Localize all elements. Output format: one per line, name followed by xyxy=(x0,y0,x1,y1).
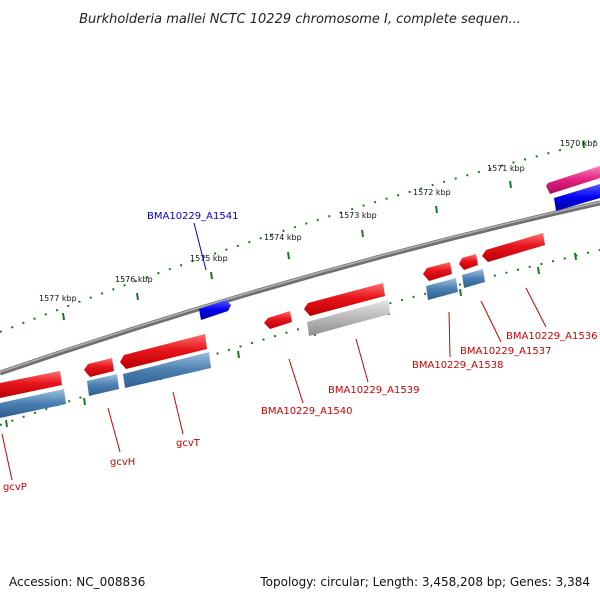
cds-feature-gcvt[interactable] xyxy=(120,334,207,369)
outer-major-ticks xyxy=(62,140,585,321)
cds-feature-gcvp[interactable] xyxy=(0,371,62,398)
gene-bar-gcvh[interactable] xyxy=(87,374,119,396)
map-title: Burkholderia mallei NCTC 10229 chromosom… xyxy=(79,12,521,27)
cds-feature-a1539[interactable] xyxy=(304,283,385,316)
gene-label-a1536[interactable]: BMA10229_A1536 xyxy=(506,331,597,342)
gene-label-a1537[interactable]: BMA10229_A1537 xyxy=(460,346,551,357)
cds-feature-a1540[interactable] xyxy=(264,311,292,329)
gene-label-a1539[interactable]: BMA10229_A1539 xyxy=(328,385,419,396)
gene-label-gcvp[interactable]: gcvP xyxy=(3,482,27,493)
gene-bar-gcvp[interactable] xyxy=(0,389,66,418)
label-leaders xyxy=(1,222,547,481)
kbp-label: 1571 kbp xyxy=(487,164,525,173)
gene-bar-gcvt[interactable] xyxy=(123,352,211,388)
gene-label-a1538[interactable]: BMA10229_A1538 xyxy=(412,360,503,371)
kbp-label: 1576 kbp xyxy=(115,275,153,284)
gene-bar-a1538[interactable] xyxy=(426,278,458,300)
chromosome-backbone xyxy=(0,200,600,376)
kbp-label: 1573 kbp xyxy=(339,211,377,220)
summary-text: Topology: circular; Length: 3,458,208 bp… xyxy=(259,575,590,589)
accession-text: Accession: NC_008836 xyxy=(9,575,145,589)
backbone-highlight xyxy=(0,201,600,373)
cds-feature-a1541[interactable] xyxy=(199,300,231,320)
gene-label-gcvt[interactable]: gcvT xyxy=(176,438,201,449)
cds-feature-blue[interactable] xyxy=(554,184,600,211)
kbp-label: 1575 kbp xyxy=(190,254,228,263)
cds-feature-a1536[interactable] xyxy=(482,233,545,262)
gene-bar-a1537[interactable] xyxy=(462,269,485,288)
kbp-label: 1572 kbp xyxy=(413,188,451,197)
kbp-label: 1574 kbp xyxy=(264,233,302,242)
kbp-label: 1577 kbp xyxy=(39,294,77,303)
cds-feature-a1538[interactable] xyxy=(423,262,452,281)
kbp-label: 1570 kbp xyxy=(560,139,598,148)
gene-label-a1541[interactable]: BMA10229_A1541 xyxy=(147,211,238,222)
cds-feature-pink[interactable] xyxy=(546,166,600,194)
gene-label-gcvh[interactable]: gcvH xyxy=(110,457,135,468)
cds-feature-a1537[interactable] xyxy=(459,254,478,270)
cds-feature-gcvh[interactable] xyxy=(84,358,114,377)
gene-label-a1540[interactable]: BMA10229_A1540 xyxy=(261,406,352,417)
gene-bar-a1539[interactable] xyxy=(307,300,390,336)
